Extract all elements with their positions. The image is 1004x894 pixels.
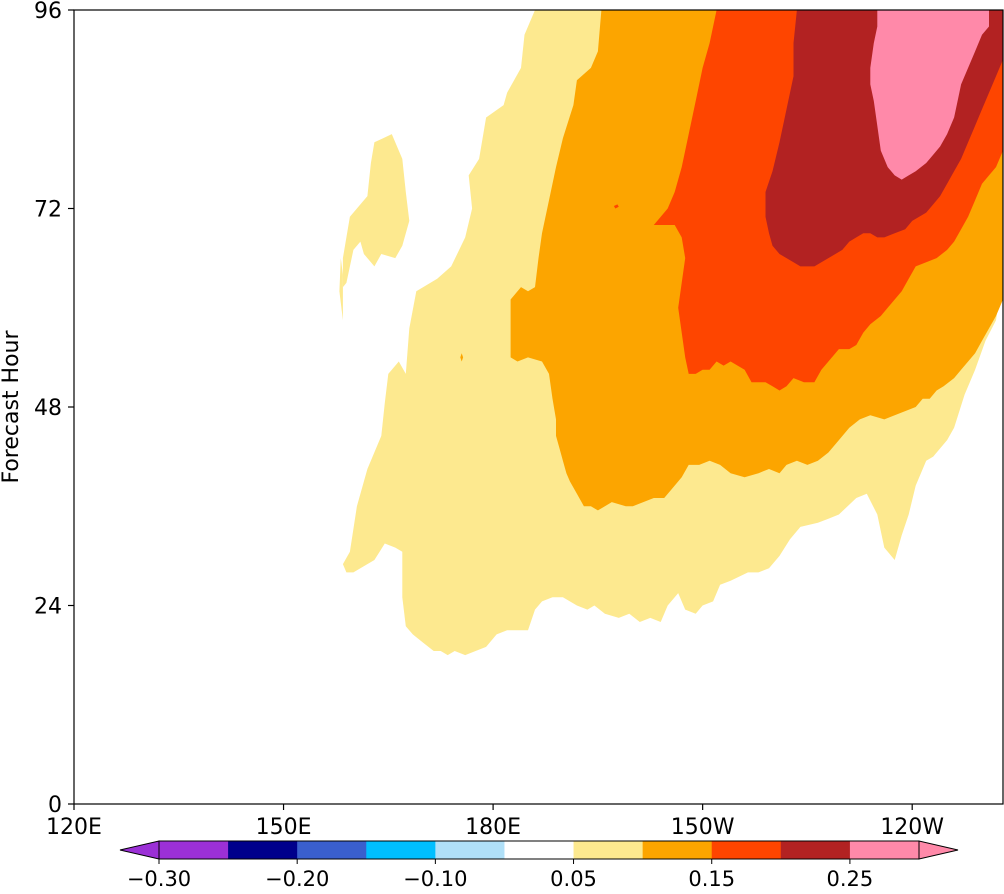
colorbar-swatch — [297, 841, 367, 859]
colorbar-tick-label: 0.05 — [550, 867, 597, 891]
colorbar-left-arrow — [119, 840, 160, 860]
colorbar-swatch — [780, 841, 851, 859]
colorbar-tick-label: −0.10 — [403, 867, 467, 891]
colorbar-swatch — [366, 841, 436, 859]
y-tick-label: 96 — [34, 0, 62, 24]
contour-fill-regions — [339, 10, 1003, 656]
colorbar-swatch — [711, 841, 782, 859]
x-tick-label: 180E — [465, 815, 521, 840]
colorbar-swatch — [573, 841, 644, 859]
y-tick-label: 0 — [48, 793, 62, 818]
colorbar-tick-label: 0.15 — [688, 867, 735, 891]
colorbar: −0.30 −0.20 −0.10 0.05 0.15 0.25 — [119, 840, 959, 891]
colorbar-swatch — [228, 841, 298, 859]
x-tick-label: 120W — [880, 815, 944, 840]
contour-region-6 — [870, 10, 989, 180]
y-axis-label: Forecast Hour — [0, 330, 24, 484]
colorbar-swatch — [504, 841, 575, 859]
x-tick-label: 150E — [256, 815, 312, 840]
x-tick-label: 120E — [46, 815, 102, 840]
colorbar-frame — [158, 840, 920, 860]
y-tick-label: 24 — [34, 595, 62, 620]
colorbar-swatch — [849, 841, 920, 859]
colorbar-tick-label: 0.25 — [827, 867, 874, 891]
colorbar-right-arrow — [918, 840, 959, 860]
colorbar-tick-label: −0.20 — [265, 867, 329, 891]
contour-region-2 — [339, 258, 343, 321]
contour-region-7 — [460, 353, 464, 362]
y-tick-label: 72 — [34, 198, 62, 223]
y-tick-label: 48 — [34, 396, 62, 421]
x-tick-label: 150W — [671, 815, 735, 840]
colorbar-tick-label: −0.30 — [127, 867, 191, 891]
contour-region-1 — [342, 134, 410, 288]
contour-region-8 — [613, 204, 619, 209]
x-axis: 120E 150E 180E 150W 120W — [46, 804, 944, 840]
y-axis: 0 24 48 72 96 — [34, 0, 74, 818]
colorbar-swatch — [435, 841, 505, 859]
colorbar-swatch — [642, 841, 713, 859]
colorbar-swatch — [159, 841, 229, 859]
